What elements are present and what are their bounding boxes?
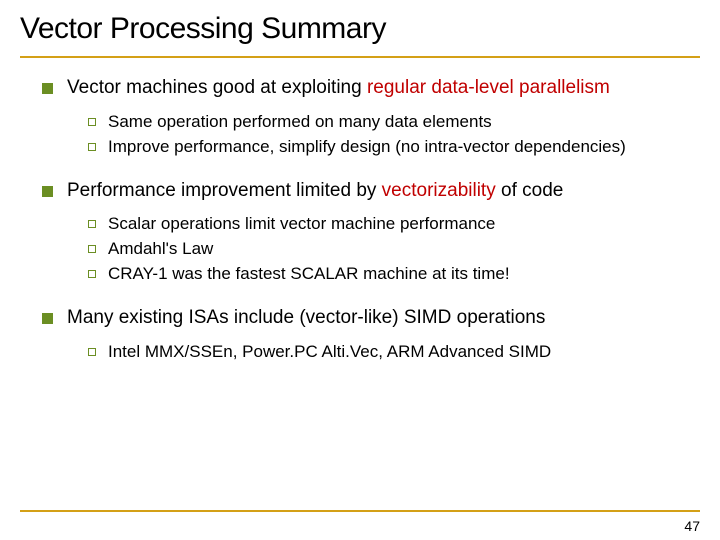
sub-bullet-text: Scalar operations limit vector machine p… xyxy=(108,213,495,236)
bullet-level1: Many existing ISAs include (vector-like)… xyxy=(42,306,690,331)
sub-bullet-text: Amdahl's Law xyxy=(108,238,213,261)
bullet-level2: CRAY-1 was the fastest SCALAR machine at… xyxy=(88,263,690,286)
bullet-level2: Intel MMX/SSEn, Power.PC Alti.Vec, ARM A… xyxy=(88,341,690,364)
bullet-text: Performance improvement limited by vecto… xyxy=(67,179,563,204)
hollow-square-icon xyxy=(88,118,96,126)
page-number: 47 xyxy=(684,518,700,534)
hollow-square-icon xyxy=(88,245,96,253)
hollow-square-icon xyxy=(88,143,96,151)
bullet-level2: Scalar operations limit vector machine p… xyxy=(88,213,690,236)
square-bullet-icon xyxy=(42,186,53,197)
hollow-square-icon xyxy=(88,270,96,278)
square-bullet-icon xyxy=(42,83,53,94)
footer-underline xyxy=(20,510,700,512)
sub-bullet-text: Intel MMX/SSEn, Power.PC Alti.Vec, ARM A… xyxy=(108,341,551,364)
bullet-text: Many existing ISAs include (vector-like)… xyxy=(67,306,545,331)
text-prefix: Vector machines good at exploiting xyxy=(67,77,367,98)
text-prefix: Performance improvement limited by xyxy=(67,180,382,201)
title-block: Vector Processing Summary xyxy=(0,0,720,52)
sub-bullet-text: Improve performance, simplify design (no… xyxy=(108,136,626,159)
slide-content: Vector machines good at exploiting regul… xyxy=(0,58,720,384)
text-highlight: regular data-level parallelism xyxy=(367,77,610,98)
slide-title: Vector Processing Summary xyxy=(20,12,700,46)
sub-bullet-group: Intel MMX/SSEn, Power.PC Alti.Vec, ARM A… xyxy=(42,335,690,384)
hollow-square-icon xyxy=(88,348,96,356)
bullet-level2: Improve performance, simplify design (no… xyxy=(88,136,690,159)
bullet-level1: Performance improvement limited by vecto… xyxy=(42,179,690,204)
sub-bullet-group: Scalar operations limit vector machine p… xyxy=(42,207,690,306)
sub-bullet-text: CRAY-1 was the fastest SCALAR machine at… xyxy=(108,263,510,286)
sub-bullet-text: Same operation performed on many data el… xyxy=(108,111,492,134)
text-prefix: Many existing ISAs include (vector-like)… xyxy=(67,307,545,328)
sub-bullet-group: Same operation performed on many data el… xyxy=(42,105,690,179)
square-bullet-icon xyxy=(42,313,53,324)
bullet-level2: Same operation performed on many data el… xyxy=(88,111,690,134)
bullet-level1: Vector machines good at exploiting regul… xyxy=(42,76,690,101)
text-suffix: of code xyxy=(496,180,564,201)
bullet-text: Vector machines good at exploiting regul… xyxy=(67,76,610,101)
hollow-square-icon xyxy=(88,220,96,228)
text-highlight: vectorizability xyxy=(382,180,496,201)
bullet-level2: Amdahl's Law xyxy=(88,238,690,261)
